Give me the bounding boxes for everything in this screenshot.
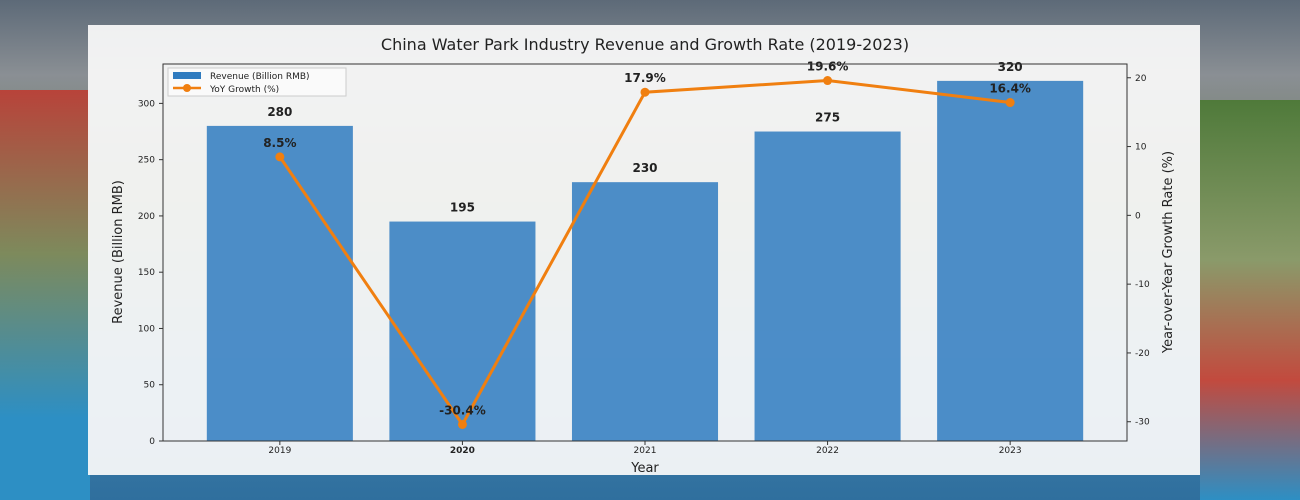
- y-tick-label: 150: [138, 268, 155, 278]
- growth-value-label: 8.5%: [263, 136, 296, 150]
- revenue-bar: [571, 182, 719, 441]
- background-photo-right: [1200, 100, 1300, 500]
- x-tick-label: 2020: [450, 446, 475, 456]
- y-tick-label: 100: [138, 324, 155, 334]
- chart-title: China Water Park Industry Revenue and Gr…: [381, 35, 909, 54]
- growth-point: [1005, 98, 1015, 108]
- y2-tick-label: -30: [1135, 418, 1150, 428]
- growth-point: [457, 419, 467, 429]
- growth-value-label: 19.6%: [807, 60, 849, 74]
- legend-revenue-label: Revenue (Billion RMB): [210, 72, 310, 82]
- y2-tick-label: 20: [1135, 74, 1147, 84]
- growth-point: [823, 76, 833, 86]
- background-photo-left: [0, 90, 90, 500]
- revenue-value-label: 230: [632, 161, 657, 175]
- growth-value-label: 17.9%: [624, 71, 666, 85]
- x-axis-label: Year: [630, 461, 659, 476]
- y-tick-label: 50: [144, 381, 156, 391]
- growth-point: [275, 152, 285, 162]
- y-tick-label: 250: [138, 156, 155, 166]
- y-tick-label: 200: [138, 212, 155, 222]
- y2-tick-label: -10: [1135, 280, 1150, 290]
- x-tick-label: 2022: [816, 446, 839, 456]
- revenue-bar: [754, 131, 901, 441]
- growth-value-label: -30.4%: [439, 403, 486, 417]
- y-axis-label: Revenue (Billion RMB): [111, 180, 126, 324]
- legend-growth-label: YoY Growth (%): [209, 85, 279, 95]
- y2-tick-label: 10: [1135, 143, 1147, 153]
- revenue-value-label: 320: [998, 60, 1023, 74]
- revenue-value-label: 195: [450, 201, 475, 215]
- x-tick-label: 2019: [268, 446, 291, 456]
- growth-value-label: 16.4%: [989, 82, 1031, 96]
- legend-bar-swatch: [173, 72, 201, 79]
- y2-tick-label: -20: [1135, 349, 1150, 359]
- plot-frame: [162, 63, 1128, 442]
- revenue-bar: [206, 125, 353, 442]
- y2-axis-label: Year-over-Year Growth Rate (%): [1161, 151, 1176, 354]
- revenue-bar: [389, 221, 536, 441]
- x-tick-label: 2021: [634, 446, 657, 456]
- y2-tick-label: 0: [1135, 211, 1141, 221]
- revenue-value-label: 275: [815, 111, 840, 125]
- y-tick-label: 300: [138, 99, 155, 109]
- revenue-value-label: 280: [267, 105, 292, 119]
- x-tick-label: 2023: [999, 446, 1022, 456]
- legend: Revenue (Billion RMB) YoY Growth (%): [167, 67, 347, 97]
- growth-point: [640, 87, 650, 97]
- revenue-bar: [937, 80, 1084, 441]
- legend-line-marker: [183, 84, 191, 92]
- y-tick-label: 0: [149, 437, 155, 447]
